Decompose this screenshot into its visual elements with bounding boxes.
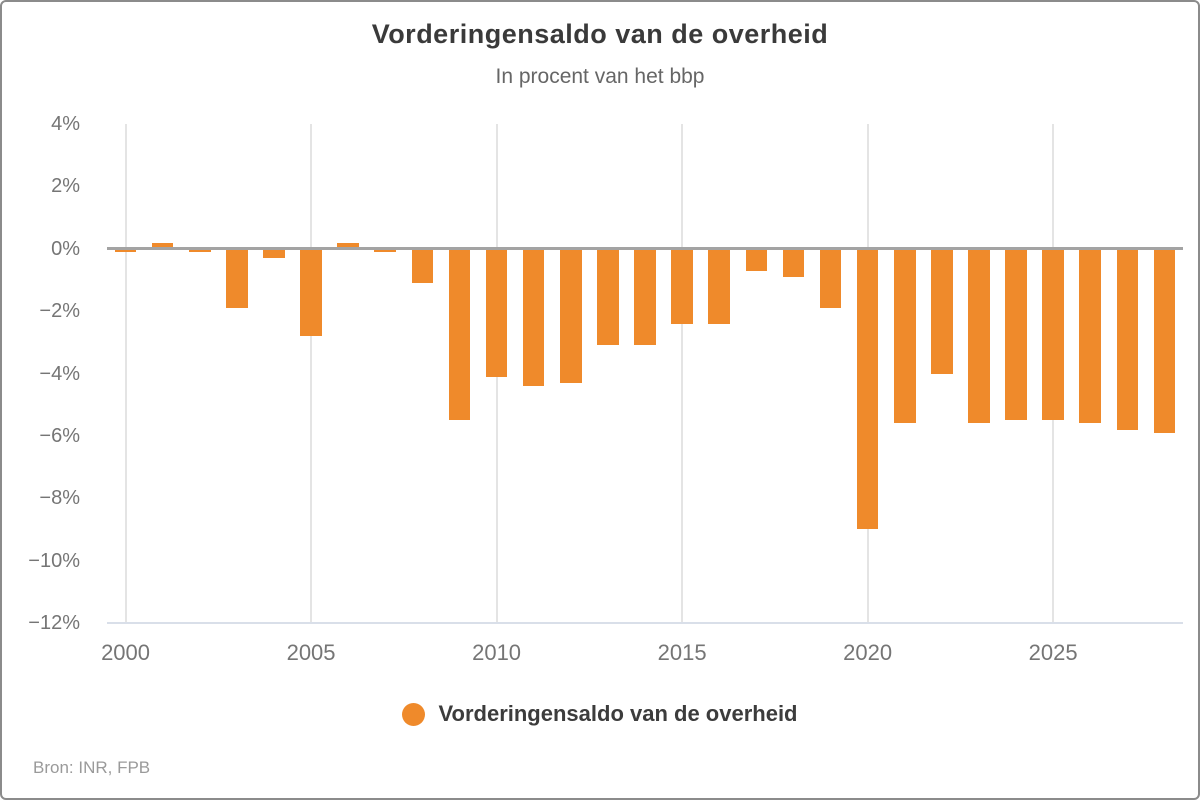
legend[interactable]: Vorderingensaldo van de overheid: [2, 701, 1198, 727]
bar-2024[interactable]: [1005, 248, 1027, 421]
bar-2015[interactable]: [671, 248, 693, 324]
bar-2019[interactable]: [819, 248, 842, 308]
x-tick-label: 2005: [286, 640, 336, 665]
bar-2009[interactable]: [448, 248, 471, 421]
bar-2025[interactable]: [1042, 248, 1064, 421]
y-tick-label: 2%: [51, 175, 80, 198]
bar-2013[interactable]: [597, 248, 619, 346]
y-tick-label: −6%: [39, 424, 80, 447]
chart-subtitle: In procent van het bbp: [495, 65, 705, 88]
y-tick-label: 4%: [51, 113, 80, 135]
y-tick-label: −2%: [39, 300, 80, 323]
bar-2020[interactable]: [856, 248, 879, 530]
bar-2021[interactable]: [893, 248, 916, 424]
bar-2016[interactable]: [708, 248, 730, 324]
bar-2001[interactable]: [151, 242, 174, 249]
zero-axis-line: [107, 247, 1183, 251]
bar-2026[interactable]: [1079, 248, 1102, 424]
x-tick-label: 2010: [472, 640, 522, 665]
chart-title: Vorderingensaldo van de overheid: [371, 19, 829, 49]
bar-2018[interactable]: [782, 248, 805, 277]
legend-label: Vorderingensaldo van de overheid: [438, 701, 798, 726]
bar-2005[interactable]: [300, 248, 322, 337]
bar-2006[interactable]: [337, 242, 359, 249]
x-tick-label: 2020: [843, 640, 893, 665]
bar-2017[interactable]: [745, 248, 768, 271]
bar-2000[interactable]: [114, 248, 137, 252]
x-axis-line: [107, 622, 1183, 624]
x-tick-label: 2015: [657, 640, 707, 665]
bar-2022[interactable]: [931, 248, 953, 374]
y-tick-label: 0%: [51, 237, 80, 260]
bar-2023[interactable]: [968, 248, 990, 424]
bar-2007[interactable]: [374, 248, 397, 252]
x-tick-label: 2025: [1028, 640, 1078, 665]
legend-marker-icon: [402, 702, 426, 726]
bar-2010[interactable]: [485, 248, 508, 377]
y-tick-label: −4%: [39, 362, 80, 385]
gridline-2005: [310, 124, 313, 623]
bar-2011[interactable]: [522, 248, 545, 386]
gridline-2000: [124, 124, 127, 623]
source-note: Bron: INR, FPB: [33, 758, 151, 777]
y-tick-label: −10%: [28, 549, 80, 572]
bar-2014[interactable]: [634, 248, 656, 346]
y-tick-label: −12%: [28, 612, 80, 634]
y-tick-label: −8%: [39, 487, 80, 510]
bar-2003[interactable]: [226, 248, 248, 308]
gridline-2015: [681, 124, 684, 623]
bar-2008[interactable]: [411, 248, 434, 284]
bar-2002[interactable]: [188, 248, 211, 252]
bar-2027[interactable]: [1116, 248, 1139, 430]
x-tick-label: 2000: [101, 640, 151, 665]
bar-2012[interactable]: [559, 248, 582, 383]
bar-2004[interactable]: [263, 248, 285, 259]
bar-2028[interactable]: [1153, 248, 1176, 433]
